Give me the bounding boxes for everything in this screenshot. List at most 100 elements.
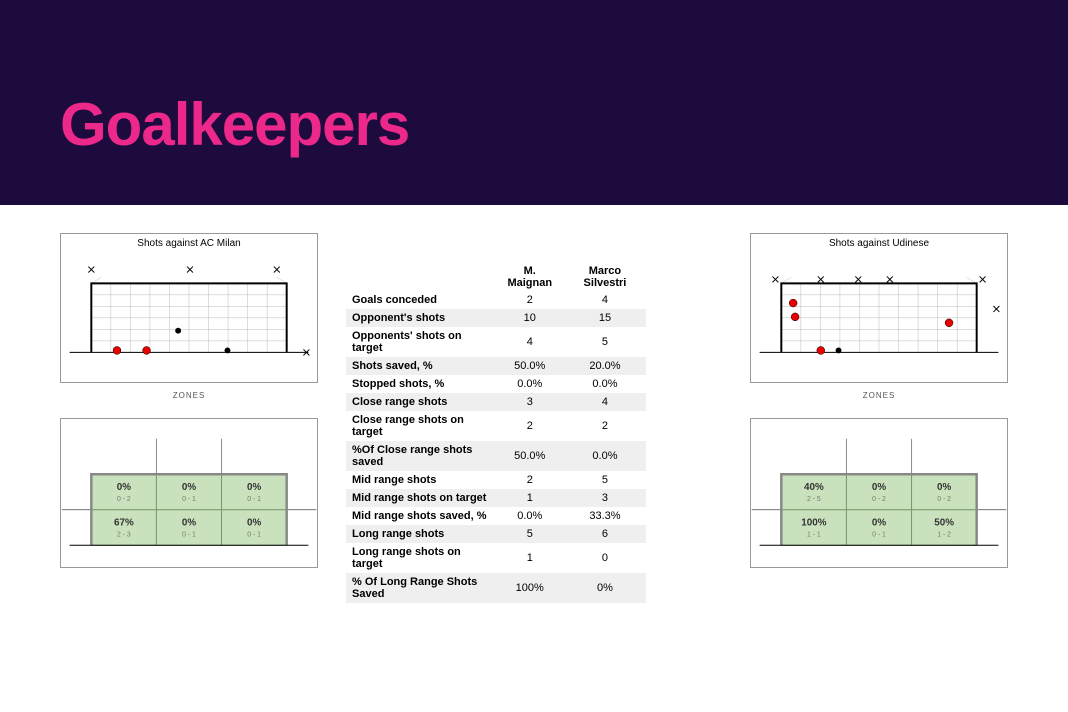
stats-val-b: 0% (564, 573, 646, 603)
zones-diagram-right: 40% 2 - 5 0% 0 - 2 0% 0 - 2 100% 1 - 1 0% 0 - 1 50… (751, 419, 1007, 567)
stats-row: Opponents' shots on target45 (346, 327, 646, 357)
svg-text:1 - 2: 1 - 2 (937, 531, 951, 538)
stats-row-label: %Of Close range shots saved (346, 441, 496, 471)
svg-text:2 - 5: 2 - 5 (807, 496, 821, 503)
svg-text:67%: 67% (114, 518, 134, 529)
svg-text:0%: 0% (872, 518, 886, 529)
stats-val-b: 5 (564, 327, 646, 357)
goal-panel-left: Shots against AC Milan (60, 233, 318, 383)
goal-diagram-right (751, 234, 1007, 382)
header: Goalkeepers (0, 0, 1068, 205)
svg-text:0%: 0% (117, 482, 131, 493)
stats-row: Close range shots on target22 (346, 411, 646, 441)
stats-table-container: M. Maignan Marco Silvestri Goals concede… (346, 233, 646, 603)
zones-label-right: ZONES (750, 387, 1008, 400)
stats-row-label: Close range shots (346, 393, 496, 411)
svg-text:0 - 1: 0 - 1 (182, 496, 196, 503)
stats-row: Long range shots56 (346, 525, 646, 543)
stats-row-label: Mid range shots (346, 471, 496, 489)
stats-row-label: % Of Long Range Shots Saved (346, 573, 496, 603)
svg-text:0%: 0% (247, 518, 261, 529)
stats-header-b: Marco Silvestri (564, 263, 646, 291)
goal-diagram-left (61, 234, 317, 382)
stats-row-label: Stopped shots, % (346, 375, 496, 393)
stats-row: Shots saved, %50.0%20.0% (346, 357, 646, 375)
svg-text:40%: 40% (804, 482, 824, 493)
stats-header-blank (346, 263, 496, 291)
svg-text:0%: 0% (937, 482, 951, 493)
stats-val-b: 0.0% (564, 441, 646, 471)
stats-row: Goals conceded24 (346, 291, 646, 309)
stats-row-label: Mid range shots saved, % (346, 507, 496, 525)
svg-text:0 - 1: 0 - 1 (247, 496, 261, 503)
stats-row-label: Close range shots on target (346, 411, 496, 441)
stats-val-a: 4 (496, 327, 564, 357)
stats-val-b: 4 (564, 291, 646, 309)
zones-label-left: ZONES (60, 387, 318, 400)
content-row: Shots against AC Milan ZONES 0% 0 - 2 0% 0 … (0, 205, 1068, 603)
zones-panel-left: 0% 0 - 2 0% 0 - 1 0% 0 - 1 67% 2 - 3 0% 0 - 1 0% 0 … (60, 418, 318, 568)
svg-text:50%: 50% (934, 518, 954, 529)
stats-row: %Of Close range shots saved50.0%0.0% (346, 441, 646, 471)
svg-text:0 - 2: 0 - 2 (117, 496, 131, 503)
stats-row-label: Long range shots (346, 525, 496, 543)
stats-row: Close range shots34 (346, 393, 646, 411)
stats-val-a: 2 (496, 471, 564, 489)
left-column: Shots against AC Milan ZONES 0% 0 - 2 0% 0 … (60, 233, 318, 603)
stats-row: Long range shots on target10 (346, 543, 646, 573)
stats-row: Mid range shots saved, %0.0%33.3% (346, 507, 646, 525)
svg-text:100%: 100% (801, 518, 826, 529)
stats-row: Opponent's shots1015 (346, 309, 646, 327)
stats-val-a: 100% (496, 573, 564, 603)
stats-row-label: Long range shots on target (346, 543, 496, 573)
svg-text:0%: 0% (247, 482, 261, 493)
zones-diagram-left: 0% 0 - 2 0% 0 - 1 0% 0 - 1 67% 2 - 3 0% 0 - 1 0% 0 … (61, 419, 317, 567)
stats-header-a: M. Maignan (496, 263, 564, 291)
stats-val-b: 33.3% (564, 507, 646, 525)
right-column: Shots against Udinese ZONES 40% 2 - 5 0% 0 … (750, 233, 1008, 603)
stats-val-b: 3 (564, 489, 646, 507)
stats-val-b: 4 (564, 393, 646, 411)
stats-row-label: Goals conceded (346, 291, 496, 309)
svg-text:0 - 1: 0 - 1 (182, 531, 196, 538)
stats-val-a: 3 (496, 393, 564, 411)
stats-val-a: 50.0% (496, 441, 564, 471)
svg-text:0%: 0% (872, 482, 886, 493)
stats-val-a: 5 (496, 525, 564, 543)
svg-text:0 - 1: 0 - 1 (872, 531, 886, 538)
stats-val-b: 0.0% (564, 375, 646, 393)
stats-val-b: 6 (564, 525, 646, 543)
stats-val-b: 20.0% (564, 357, 646, 375)
stats-row-label: Opponents' shots on target (346, 327, 496, 357)
spacer (674, 233, 722, 603)
stats-val-a: 50.0% (496, 357, 564, 375)
stats-val-a: 2 (496, 291, 564, 309)
svg-text:1 - 1: 1 - 1 (807, 531, 821, 538)
svg-text:0 - 2: 0 - 2 (872, 496, 886, 503)
stats-val-b: 5 (564, 471, 646, 489)
stats-row-label: Opponent's shots (346, 309, 496, 327)
stats-val-a: 1 (496, 489, 564, 507)
stats-table: M. Maignan Marco Silvestri Goals concede… (346, 263, 646, 603)
stats-row: Stopped shots, %0.0%0.0% (346, 375, 646, 393)
stats-val-a: 1 (496, 543, 564, 573)
stats-row-label: Mid range shots on target (346, 489, 496, 507)
stats-val-b: 2 (564, 411, 646, 441)
stats-row-label: Shots saved, % (346, 357, 496, 375)
svg-text:0%: 0% (182, 518, 196, 529)
svg-text:0 - 2: 0 - 2 (937, 496, 951, 503)
stats-row: Mid range shots25 (346, 471, 646, 489)
stats-val-b: 15 (564, 309, 646, 327)
svg-text:0 - 1: 0 - 1 (247, 531, 261, 538)
page-title: Goalkeepers (60, 90, 1008, 159)
svg-text:2 - 3: 2 - 3 (117, 531, 131, 538)
stats-row: Mid range shots on target13 (346, 489, 646, 507)
stats-val-a: 0.0% (496, 507, 564, 525)
goal-panel-right: Shots against Udinese (750, 233, 1008, 383)
svg-text:0%: 0% (182, 482, 196, 493)
stats-val-a: 10 (496, 309, 564, 327)
stats-row: % Of Long Range Shots Saved100%0% (346, 573, 646, 603)
zones-panel-right: 40% 2 - 5 0% 0 - 2 0% 0 - 2 100% 1 - 1 0% 0 - 1 50… (750, 418, 1008, 568)
stats-val-b: 0 (564, 543, 646, 573)
stats-val-a: 0.0% (496, 375, 564, 393)
